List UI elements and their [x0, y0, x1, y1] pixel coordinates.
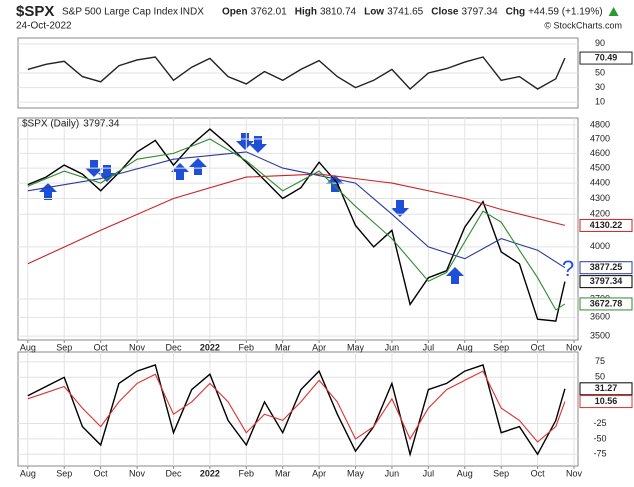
- x-tick-label: Jul: [423, 468, 435, 478]
- y-tick-label: 75: [595, 356, 605, 366]
- last-value: 4130.22: [590, 220, 623, 230]
- y-tick-label: 10: [595, 97, 605, 107]
- ohlc-value: 3741.65: [387, 7, 424, 18]
- y-tick-label: 3500: [590, 331, 610, 341]
- x-tick-label: Mar: [275, 468, 291, 478]
- last-value: 3797.34: [590, 276, 623, 286]
- x-tick-label: Aug: [20, 468, 36, 478]
- osc-panel: [17, 351, 579, 467]
- x-tick-label: Apr: [312, 468, 326, 478]
- x-tick-label: Jul: [423, 342, 435, 352]
- x-tick-label: Nov: [129, 468, 146, 478]
- date: 24-Oct-2022: [16, 21, 72, 32]
- legend-name: $SPX (Daily): [22, 119, 79, 130]
- index-name: S&P 500 Large Cap Index: [62, 7, 178, 18]
- y-tick-label: 4200: [590, 209, 610, 219]
- y-tick-label: 4400: [590, 177, 610, 187]
- value-box: [579, 275, 633, 289]
- y-tick-label: 4000: [590, 241, 610, 251]
- x-tick-label: Aug: [20, 342, 36, 352]
- credit: © StockCharts.com: [544, 20, 622, 30]
- x-tick-label: Feb: [239, 468, 255, 478]
- y-tick-label: 50: [595, 372, 605, 382]
- x-tick-label: May: [347, 342, 365, 352]
- series-line: [27, 151, 566, 269]
- ohlc-label: Open: [222, 7, 248, 18]
- x-tick-label: Oct: [94, 342, 109, 352]
- x-tick-label: Sep: [56, 342, 72, 352]
- last-value: 3672.78: [590, 298, 623, 308]
- last-value: 10.56: [595, 396, 618, 406]
- y-tick-label: 3600: [590, 312, 610, 322]
- x-tick-label: 2022: [200, 342, 220, 352]
- exchange: INDX: [180, 7, 204, 18]
- x-tick-label: May: [347, 468, 365, 478]
- ohlc-value: 3762.01: [251, 7, 288, 18]
- y-tick-label: -50: [593, 433, 606, 443]
- x-tick-label: Oct: [531, 468, 546, 478]
- series-line: [27, 138, 566, 311]
- ohlc-value: 3797.34: [461, 7, 498, 18]
- x-tick-label: Dec: [165, 342, 182, 352]
- x-tick-label: Jun: [385, 342, 400, 352]
- x-tick-label: Apr: [312, 342, 326, 352]
- x-tick-label: Aug: [457, 468, 473, 478]
- series-line: [27, 370, 566, 443]
- y-tick-label: 4300: [590, 193, 610, 203]
- ohlc-value: +44.59 (+1.19%): [528, 7, 603, 18]
- x-tick-label: Oct: [94, 468, 109, 478]
- price-panel: [17, 117, 579, 341]
- last-value: 3877.25: [590, 262, 623, 272]
- ohlc-label: Close: [431, 7, 459, 18]
- series-line: [27, 128, 566, 322]
- x-tick-label: Sep: [493, 342, 509, 352]
- y-tick-label: 50: [595, 67, 605, 77]
- y-tick-label: 4600: [590, 148, 610, 158]
- ohlc-label: High: [295, 7, 317, 18]
- x-tick-label: Dec: [165, 468, 182, 478]
- ohlc-value: 3810.74: [320, 7, 357, 18]
- annotation: ?: [562, 256, 574, 281]
- series-line: [27, 173, 566, 265]
- change-arrow: [608, 7, 619, 16]
- x-tick-label: Aug: [457, 342, 473, 352]
- series-line: [27, 363, 566, 457]
- series-line: [27, 56, 566, 90]
- y-tick-label: 4500: [590, 162, 610, 172]
- x-tick-label: Nov: [566, 342, 583, 352]
- x-tick-label: Nov: [566, 468, 583, 478]
- x-tick-label: Nov: [129, 342, 146, 352]
- value-box: [579, 395, 633, 409]
- x-tick-label: Sep: [56, 468, 72, 478]
- y-tick-label: 90: [595, 38, 605, 48]
- last-value: 31.27: [595, 383, 618, 393]
- y-tick-label: 4700: [590, 133, 610, 143]
- last-value: 70.49: [595, 52, 618, 62]
- ohlc-label: Chg: [506, 7, 525, 18]
- x-tick-label: Sep: [493, 468, 509, 478]
- value-box: [579, 51, 633, 65]
- x-tick-label: 2022: [200, 468, 220, 478]
- x-tick-label: Mar: [275, 342, 291, 352]
- y-tick-label: 30: [595, 82, 605, 92]
- y-tick-label: -25: [593, 418, 606, 428]
- value-box: [579, 297, 633, 311]
- y-tick-label: -75: [593, 449, 606, 459]
- x-tick-label: Oct: [531, 342, 546, 352]
- value-box: [579, 261, 633, 275]
- arrows: [39, 133, 464, 284]
- value-box: [579, 382, 633, 396]
- y-tick-label: 4800: [590, 119, 610, 129]
- symbol: $SPX: [16, 3, 54, 20]
- x-tick-label: Jun: [385, 468, 400, 478]
- ohlc: Open 3762.01 High 3810.74 Low 3741.65 Close 379…: [222, 7, 619, 18]
- value-box: [579, 218, 633, 232]
- ohlc-label: Low: [364, 7, 384, 18]
- legend-value: 3797.34: [83, 119, 120, 130]
- x-tick-label: Feb: [239, 342, 255, 352]
